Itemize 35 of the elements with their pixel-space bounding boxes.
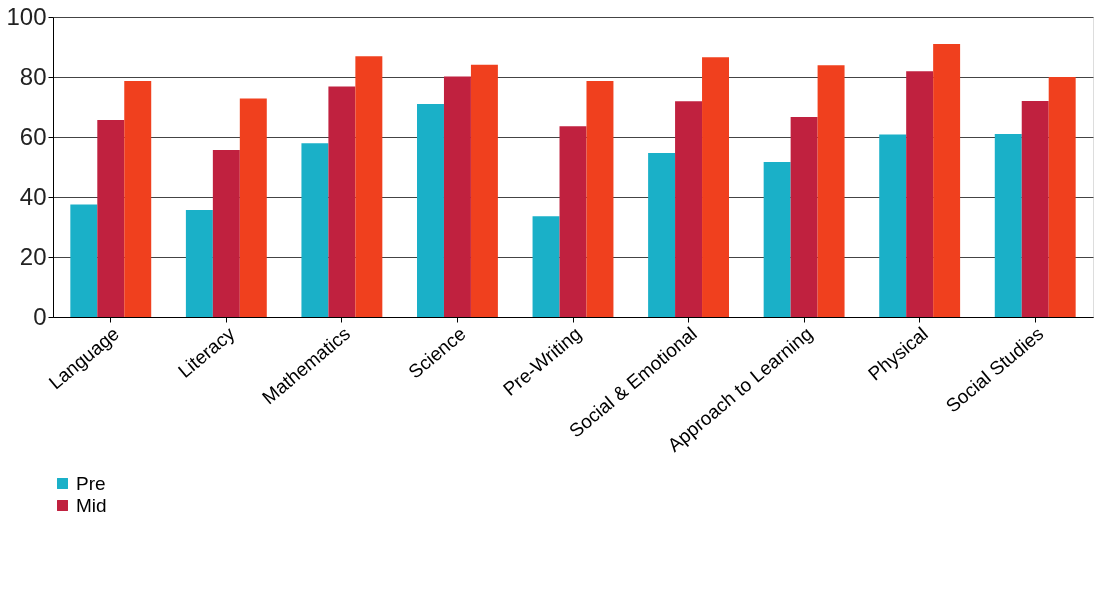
- bar: [675, 101, 703, 317]
- bar: [212, 149, 240, 317]
- bar: [355, 56, 383, 317]
- bar: [648, 152, 676, 317]
- bar: [906, 71, 934, 317]
- bar: [817, 65, 845, 317]
- bar: [532, 216, 560, 317]
- y-tick-label: 100: [6, 2, 47, 30]
- y-tick-label: 0: [33, 302, 47, 330]
- bar: [790, 116, 818, 317]
- bar: [301, 143, 329, 317]
- y-tick-label: 40: [19, 182, 47, 210]
- bar: [239, 98, 267, 317]
- bar: [97, 119, 125, 317]
- bar: [328, 86, 356, 317]
- legend-label: Mid: [76, 494, 107, 516]
- y-tick-label: 60: [19, 122, 47, 150]
- bar: [124, 80, 152, 317]
- bar: [994, 134, 1022, 317]
- bar: [559, 126, 587, 317]
- bar: [1048, 77, 1076, 317]
- y-tick-label: 20: [19, 242, 47, 270]
- bar: [763, 161, 791, 317]
- bar: [470, 64, 498, 317]
- bar: [933, 44, 961, 317]
- bar: [1021, 101, 1049, 317]
- bar: [70, 204, 98, 317]
- bar: [417, 104, 444, 317]
- legend-label: Pre: [76, 472, 106, 494]
- bar: [586, 80, 614, 317]
- bar: [702, 57, 729, 317]
- bar: [185, 209, 213, 317]
- bar: [443, 76, 471, 317]
- y-tick-label: 80: [19, 62, 47, 90]
- bar: [879, 134, 907, 317]
